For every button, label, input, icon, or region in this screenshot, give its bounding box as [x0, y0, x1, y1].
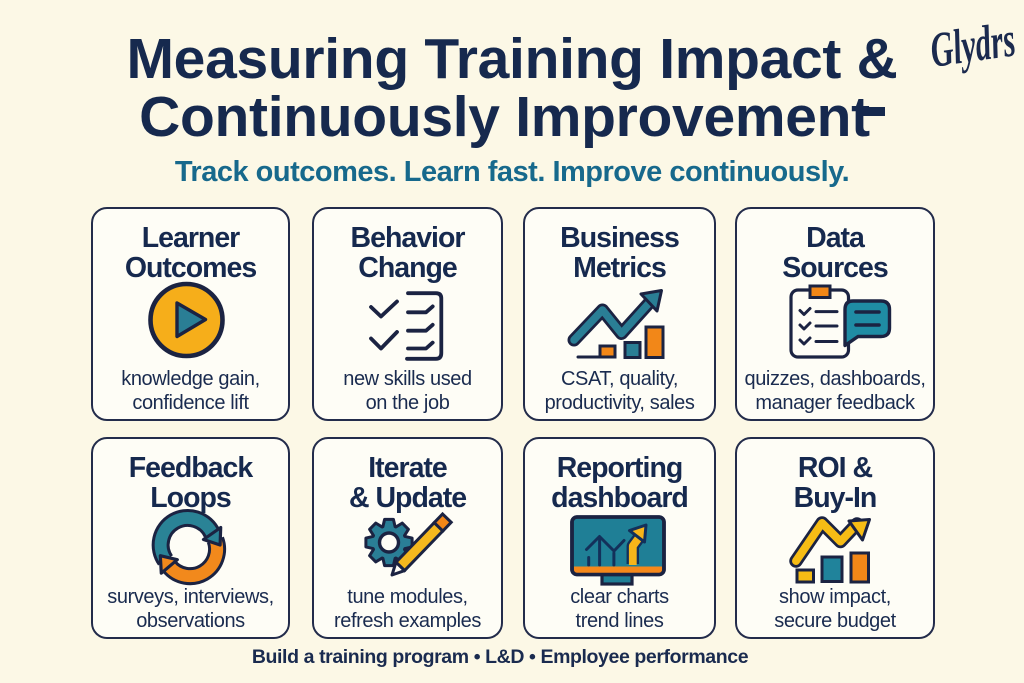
svg-text:Glydrs: Glydrs: [927, 11, 1019, 77]
